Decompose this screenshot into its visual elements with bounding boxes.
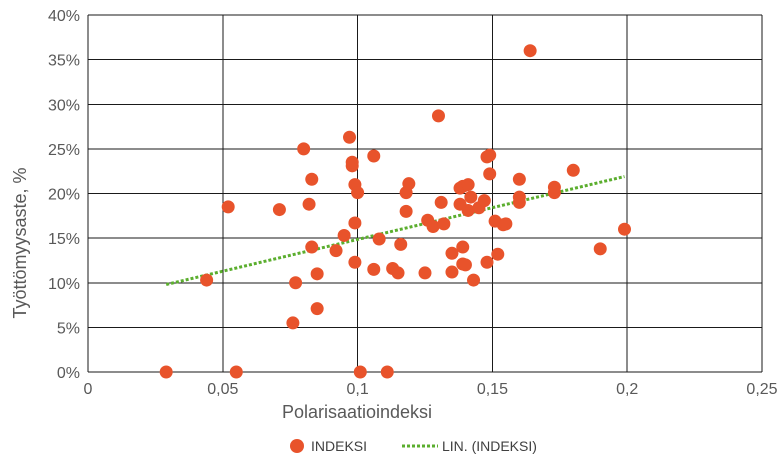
data-point	[348, 255, 362, 269]
data-point	[456, 240, 470, 254]
data-point	[310, 267, 324, 281]
x-tick-label: 0,1	[346, 381, 368, 398]
data-point	[445, 246, 459, 260]
data-point	[402, 177, 416, 191]
y-tick-label: 30%	[48, 97, 80, 114]
data-point	[566, 163, 580, 177]
x-tick-label: 0	[84, 381, 93, 398]
data-point	[372, 232, 386, 246]
y-tick-label: 0%	[57, 365, 80, 382]
y-tick-label: 40%	[48, 8, 80, 25]
data-point	[461, 178, 475, 192]
data-point	[461, 203, 475, 217]
data-point	[464, 190, 478, 204]
data-point	[353, 365, 367, 379]
y-tick-label: 15%	[48, 231, 80, 248]
data-point	[445, 265, 459, 279]
legend-label-indeksi: INDEKSI	[311, 438, 367, 454]
x-tick-label: 0,05	[207, 381, 238, 398]
data-point	[229, 365, 243, 379]
data-point	[458, 258, 472, 272]
gridlines	[87, 14, 763, 373]
data-point	[426, 220, 440, 234]
data-point	[512, 172, 526, 186]
y-tick-label: 10%	[48, 276, 80, 293]
data-point	[399, 204, 413, 218]
data-points	[159, 44, 632, 379]
x-axis-title: Polarisaatioindeksi	[282, 402, 432, 422]
x-tick-label: 0,2	[616, 381, 638, 398]
data-point	[286, 316, 300, 330]
trendline-layer	[165, 175, 625, 286]
data-point	[200, 273, 214, 287]
x-tick-label: 0,15	[477, 381, 508, 398]
trendline	[165, 175, 625, 286]
data-point	[618, 222, 632, 236]
data-point	[305, 240, 319, 254]
data-point	[302, 197, 316, 211]
data-point	[477, 194, 491, 208]
x-tick-labels: 0 0,05 0,1 0,15 0,2 0,25	[84, 381, 778, 398]
data-point	[159, 365, 173, 379]
data-point	[431, 109, 445, 123]
data-point	[337, 228, 351, 242]
data-point	[329, 244, 343, 258]
data-point	[483, 148, 497, 162]
data-point	[348, 216, 362, 230]
data-point	[467, 273, 481, 287]
y-tick-label: 35%	[48, 53, 80, 70]
data-point	[351, 186, 365, 200]
data-point	[221, 200, 235, 214]
data-point	[367, 262, 381, 276]
data-point	[593, 242, 607, 256]
data-point	[437, 217, 451, 231]
y-axis-title: Työttömyysaste, %	[10, 167, 30, 318]
data-point	[434, 195, 448, 209]
data-point	[391, 266, 405, 280]
data-point	[418, 266, 432, 280]
legend-label-trendline: LIN. (INDEKSI)	[442, 438, 537, 454]
data-point	[367, 149, 381, 163]
legend-marker-indeksi	[290, 439, 304, 453]
data-point	[523, 44, 537, 58]
data-point	[297, 142, 311, 156]
data-point	[343, 130, 357, 144]
data-point	[345, 155, 359, 169]
data-point	[289, 276, 303, 290]
data-point	[305, 172, 319, 186]
legend: INDEKSI LIN. (INDEKSI)	[290, 438, 537, 454]
y-tick-label: 5%	[57, 320, 80, 337]
x-tick-label: 0,25	[746, 381, 777, 398]
y-tick-labels: 0% 5% 10% 15% 20% 25% 30% 35% 40%	[48, 8, 80, 382]
data-point	[394, 237, 408, 251]
data-point	[480, 255, 494, 269]
data-point	[272, 203, 286, 217]
data-point	[310, 302, 324, 316]
data-point	[380, 365, 394, 379]
data-point	[512, 190, 526, 204]
data-point	[483, 167, 497, 181]
data-point	[491, 247, 505, 261]
y-tick-label: 20%	[48, 187, 80, 204]
y-tick-label: 25%	[48, 142, 80, 159]
data-point	[547, 180, 561, 194]
data-point	[499, 217, 513, 231]
